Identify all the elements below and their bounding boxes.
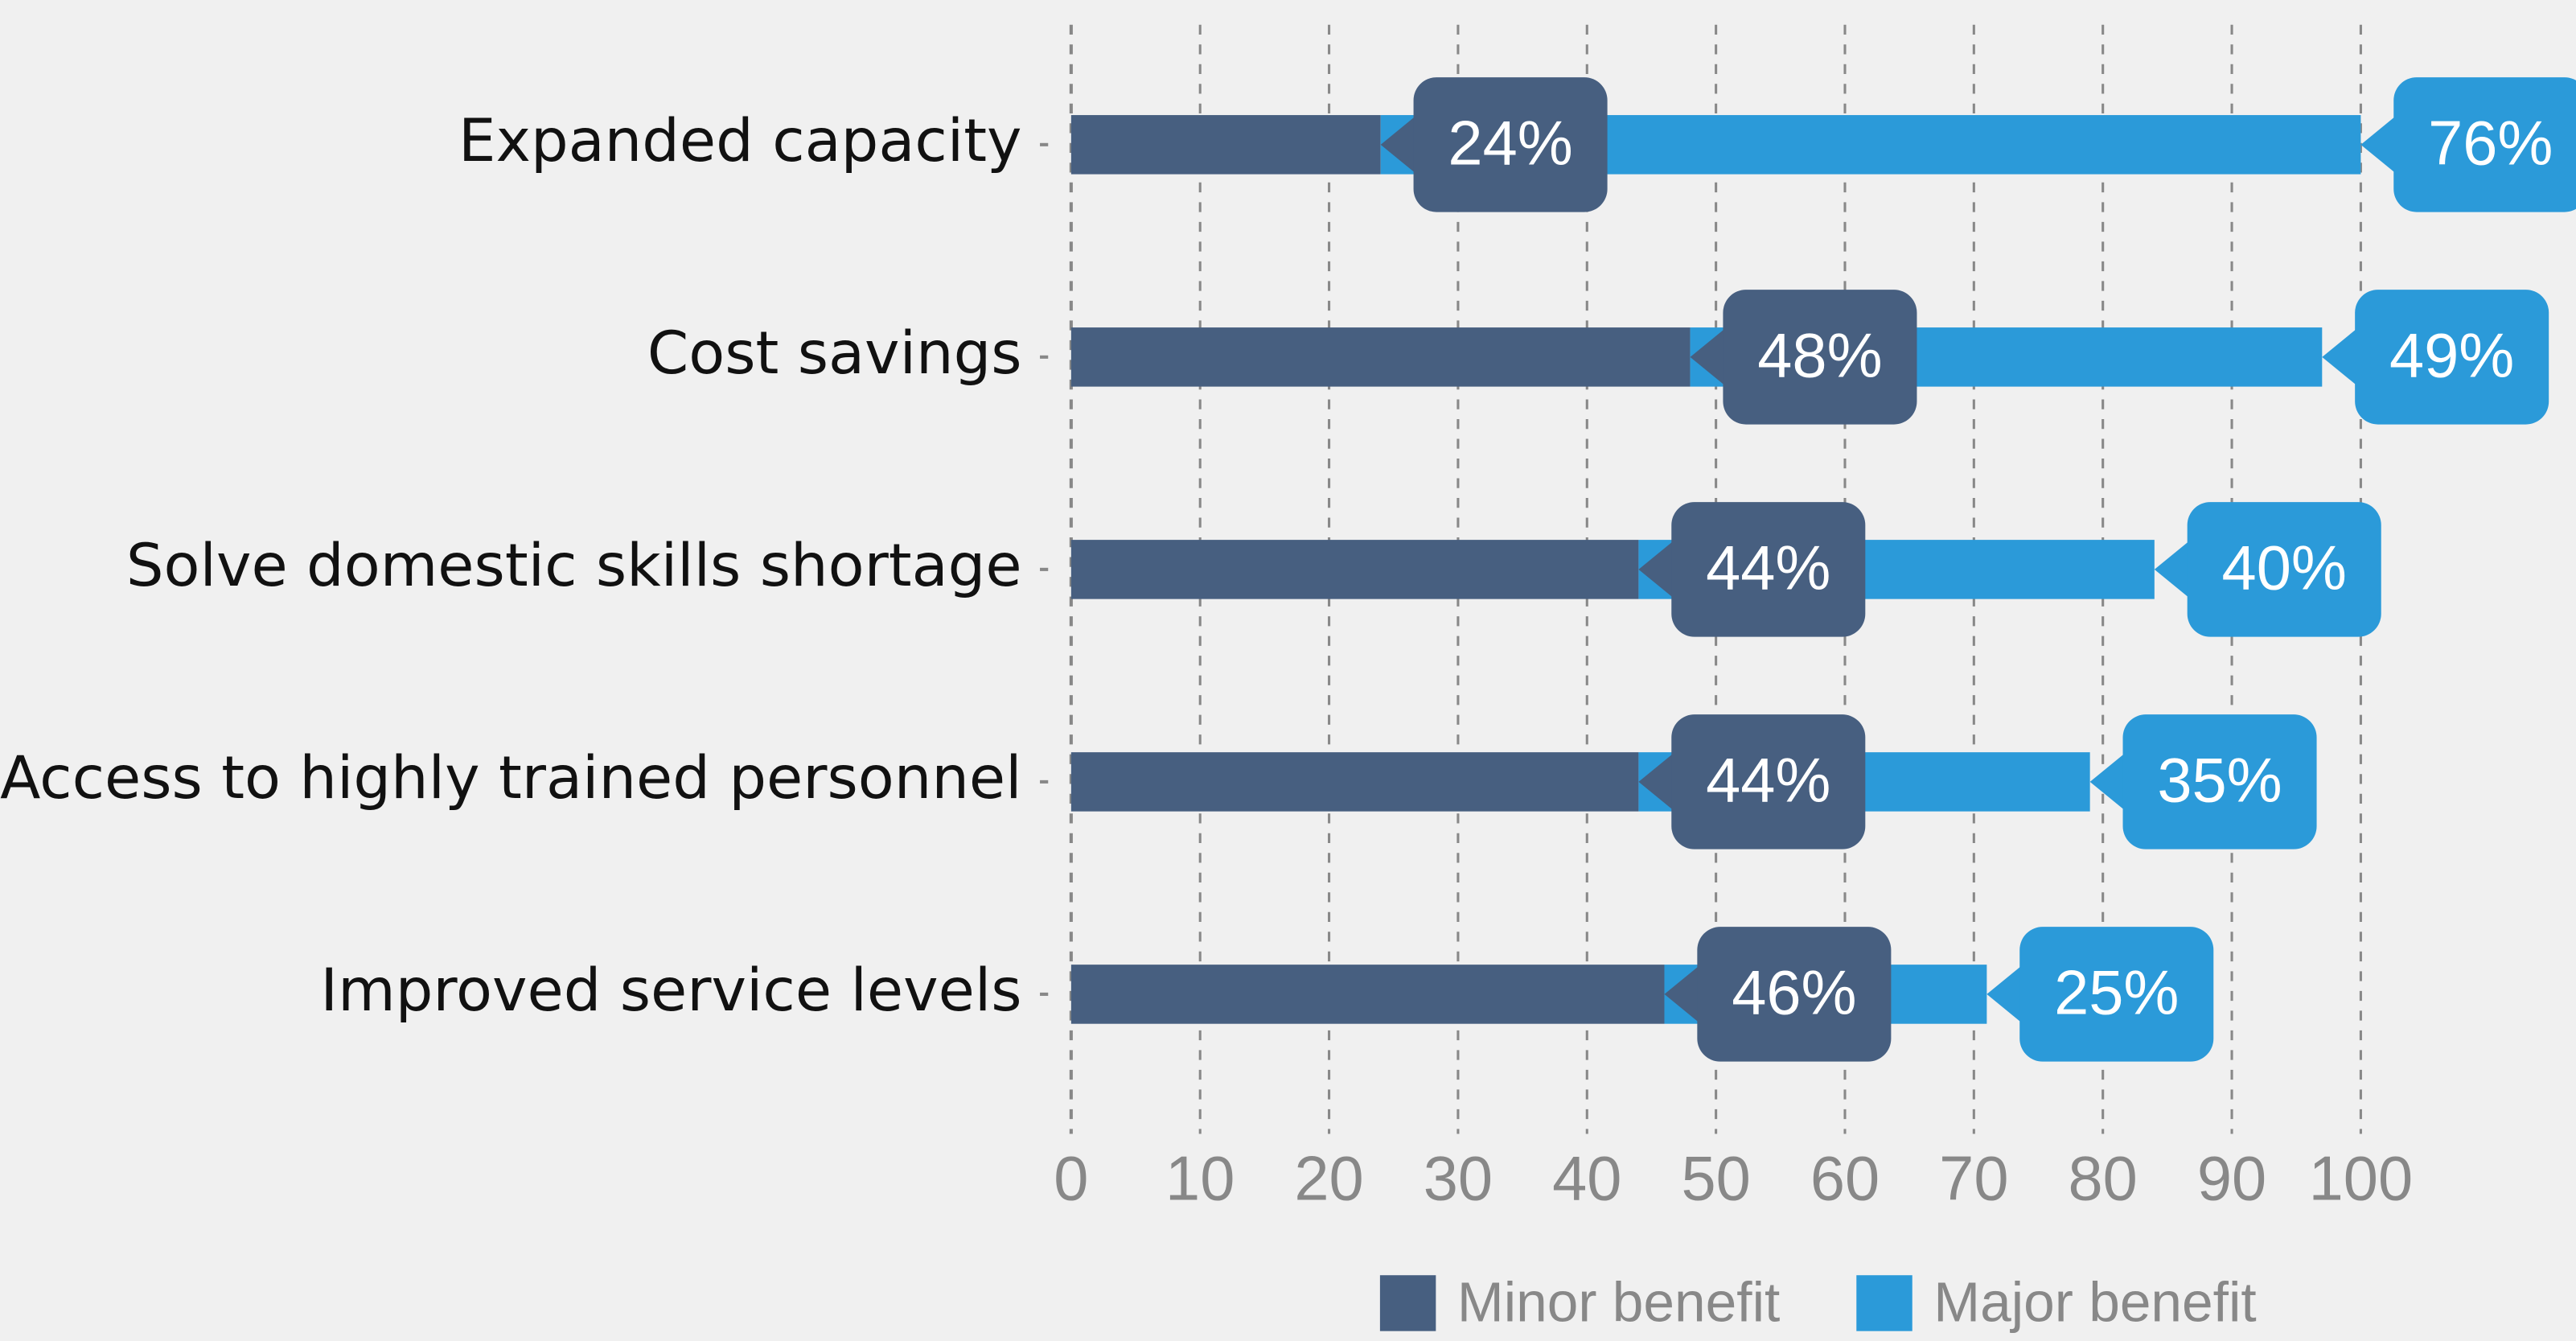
x-tick-label: 40 bbox=[1552, 1144, 1621, 1213]
data-label-pointer bbox=[2360, 115, 2397, 175]
x-tick-label: 100 bbox=[2309, 1144, 2413, 1213]
x-tick-label: 10 bbox=[1165, 1144, 1235, 1213]
x-tick-label: 30 bbox=[1424, 1144, 1493, 1213]
data-label-box bbox=[1413, 77, 1608, 212]
data-label-pointer bbox=[1986, 965, 2023, 1024]
data-label-box bbox=[1671, 714, 1866, 849]
data-label-pointer bbox=[1690, 327, 1727, 387]
category-label: Improved service levels bbox=[320, 956, 1021, 1025]
data-label: 25% bbox=[2054, 959, 2179, 1028]
legend-swatch bbox=[1379, 1275, 1436, 1331]
data-label: 48% bbox=[1757, 321, 1882, 390]
data-label: 24% bbox=[1448, 109, 1572, 178]
data-label-pointer bbox=[1664, 965, 1701, 1024]
category-label: Expanded capacity bbox=[458, 107, 1022, 175]
category-label: Access to highly trained personnel bbox=[0, 744, 1021, 812]
x-tick-label: 50 bbox=[1681, 1144, 1750, 1213]
data-label-box bbox=[1723, 290, 1917, 425]
data-label: 49% bbox=[2389, 321, 2514, 390]
x-tick-label: 20 bbox=[1294, 1144, 1363, 1213]
bar-segment bbox=[1070, 115, 1381, 175]
legend-label: Major benefit bbox=[1933, 1270, 2256, 1333]
bar-segment bbox=[1070, 752, 1639, 812]
data-label: 35% bbox=[2157, 746, 2282, 815]
data-label-pointer bbox=[2322, 327, 2359, 387]
data-label-box bbox=[2122, 714, 2317, 849]
data-label-box bbox=[2019, 927, 2214, 1062]
bar-segment bbox=[1070, 540, 1639, 599]
x-tick-label: 70 bbox=[1939, 1144, 2008, 1213]
data-label-box bbox=[2187, 502, 2381, 637]
data-label-box bbox=[1697, 927, 1892, 1062]
data-label-pointer bbox=[2089, 752, 2126, 812]
data-label-pointer bbox=[1380, 115, 1417, 175]
data-label-box bbox=[2355, 290, 2549, 425]
x-tick-label: 80 bbox=[2069, 1144, 2138, 1213]
legend-label: Minor benefit bbox=[1457, 1270, 1780, 1333]
bar-segment bbox=[1070, 965, 1665, 1024]
bar-segment bbox=[1070, 327, 1691, 387]
data-label: 46% bbox=[1732, 959, 1856, 1028]
legend-swatch bbox=[1856, 1275, 1912, 1331]
data-label: 44% bbox=[1706, 746, 1830, 815]
category-label: Solve domestic skills shortage bbox=[126, 532, 1022, 600]
data-label: 44% bbox=[1706, 533, 1830, 603]
x-tick-label: 90 bbox=[2197, 1144, 2266, 1213]
data-label-box bbox=[2393, 77, 2576, 212]
data-label-pointer bbox=[2154, 540, 2191, 599]
x-tick-label: 60 bbox=[1810, 1144, 1880, 1213]
data-label: 40% bbox=[2222, 533, 2347, 603]
data-label: 76% bbox=[2428, 109, 2553, 178]
x-tick-label: 0 bbox=[1054, 1144, 1088, 1213]
category-label: Cost savings bbox=[647, 319, 1022, 388]
data-label-pointer bbox=[1638, 752, 1675, 812]
data-label-pointer bbox=[1638, 540, 1675, 599]
data-label-box bbox=[1671, 502, 1866, 637]
